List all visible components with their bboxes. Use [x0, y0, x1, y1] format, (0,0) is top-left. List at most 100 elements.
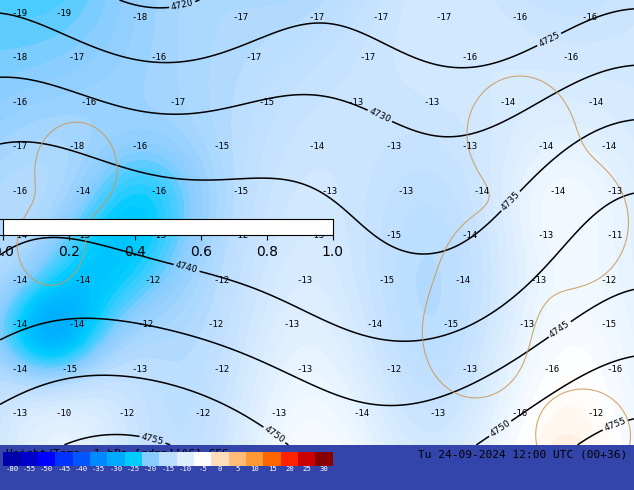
Bar: [264, 452, 281, 466]
Text: -16: -16: [81, 98, 97, 107]
Text: 10: 10: [250, 466, 259, 472]
Text: -13: -13: [283, 320, 300, 329]
Text: -15: -15: [233, 187, 249, 196]
Text: 4730: 4730: [368, 107, 392, 124]
Text: -13: -13: [518, 320, 534, 329]
Text: -14: -14: [550, 187, 566, 196]
Text: 4755: 4755: [141, 432, 165, 446]
Text: 4735: 4735: [500, 190, 522, 213]
Text: -13: -13: [11, 409, 27, 418]
Text: -14: -14: [68, 320, 84, 329]
Text: 4745: 4745: [548, 319, 572, 340]
Text: -14: -14: [309, 142, 325, 151]
Text: -17: -17: [11, 142, 27, 151]
Text: -14: -14: [366, 320, 382, 329]
Bar: [72, 452, 90, 466]
Text: -16: -16: [512, 409, 528, 418]
Text: 20: 20: [285, 466, 294, 472]
Text: -16: -16: [11, 187, 27, 196]
Text: -17: -17: [233, 13, 249, 23]
Text: Height/Temp. 1 hPa [gdmp][°C] CFS: Height/Temp. 1 hPa [gdmp][°C] CFS: [6, 449, 229, 460]
Bar: [142, 452, 159, 466]
Text: -15: -15: [61, 365, 78, 374]
Text: -14: -14: [353, 409, 370, 418]
Text: -16: -16: [581, 13, 598, 23]
Text: -25: -25: [127, 466, 140, 472]
Text: -13: -13: [309, 231, 325, 240]
Bar: [55, 452, 72, 466]
Text: -13: -13: [461, 142, 477, 151]
Text: -13: -13: [398, 187, 414, 196]
Text: -14: -14: [537, 142, 553, 151]
Text: -11: -11: [607, 231, 623, 240]
Text: -18: -18: [68, 142, 84, 151]
Text: -15: -15: [600, 320, 617, 329]
Text: -13: -13: [347, 98, 363, 107]
Text: -17: -17: [436, 13, 452, 23]
Text: -20: -20: [144, 466, 157, 472]
Text: -16: -16: [150, 187, 167, 196]
Text: -16: -16: [150, 53, 167, 62]
Text: -12: -12: [138, 320, 154, 329]
Text: -80: -80: [5, 466, 18, 472]
Text: 4725: 4725: [537, 30, 561, 49]
Text: -16: -16: [543, 365, 560, 374]
Text: -5: -5: [198, 466, 207, 472]
Text: 0: 0: [218, 466, 223, 472]
Text: -50: -50: [40, 466, 53, 472]
Text: -15: -15: [442, 320, 458, 329]
Text: -12: -12: [233, 231, 249, 240]
Bar: [229, 452, 246, 466]
Bar: [316, 452, 333, 466]
Text: -16: -16: [607, 365, 623, 374]
Text: -13: -13: [131, 365, 148, 374]
Bar: [90, 452, 107, 466]
Bar: [281, 452, 298, 466]
Text: -55: -55: [23, 466, 36, 472]
Text: -12: -12: [214, 276, 230, 285]
Text: 15: 15: [268, 466, 276, 472]
Bar: [194, 452, 211, 466]
Text: -30: -30: [110, 466, 122, 472]
Text: -12: -12: [207, 320, 224, 329]
Text: -15: -15: [162, 466, 174, 472]
Text: 4750: 4750: [488, 418, 512, 439]
Text: -16: -16: [11, 98, 27, 107]
Bar: [298, 452, 316, 466]
Text: -12: -12: [119, 409, 135, 418]
Text: 30: 30: [320, 466, 328, 472]
Text: -19: -19: [11, 9, 27, 18]
Bar: [246, 452, 264, 466]
Text: -12: -12: [588, 409, 604, 418]
Text: -15: -15: [214, 142, 230, 151]
Text: -12: -12: [600, 276, 617, 285]
Bar: [3, 452, 20, 466]
Text: -17: -17: [372, 13, 389, 23]
Text: -13: -13: [537, 231, 553, 240]
Text: -18: -18: [131, 13, 148, 23]
Bar: [125, 452, 142, 466]
Text: -13: -13: [461, 365, 477, 374]
Bar: [159, 452, 177, 466]
Text: -17: -17: [68, 53, 84, 62]
Text: -10: -10: [179, 466, 192, 472]
Text: -14: -14: [461, 231, 477, 240]
Text: -10: -10: [55, 409, 72, 418]
Text: -13: -13: [531, 276, 547, 285]
Text: -14: -14: [455, 276, 471, 285]
Text: -13: -13: [321, 187, 338, 196]
Text: -14: -14: [11, 320, 27, 329]
Text: -16: -16: [512, 13, 528, 23]
Text: -15: -15: [385, 231, 401, 240]
Text: -13: -13: [271, 409, 287, 418]
Text: 25: 25: [302, 466, 311, 472]
Text: -12: -12: [195, 409, 211, 418]
Text: -13: -13: [296, 276, 313, 285]
Text: -18: -18: [11, 53, 27, 62]
Text: -14: -14: [499, 98, 515, 107]
Text: -13: -13: [385, 142, 401, 151]
Text: -15: -15: [378, 276, 395, 285]
Text: -13: -13: [423, 98, 439, 107]
Text: -14: -14: [74, 276, 91, 285]
Text: -35: -35: [92, 466, 105, 472]
